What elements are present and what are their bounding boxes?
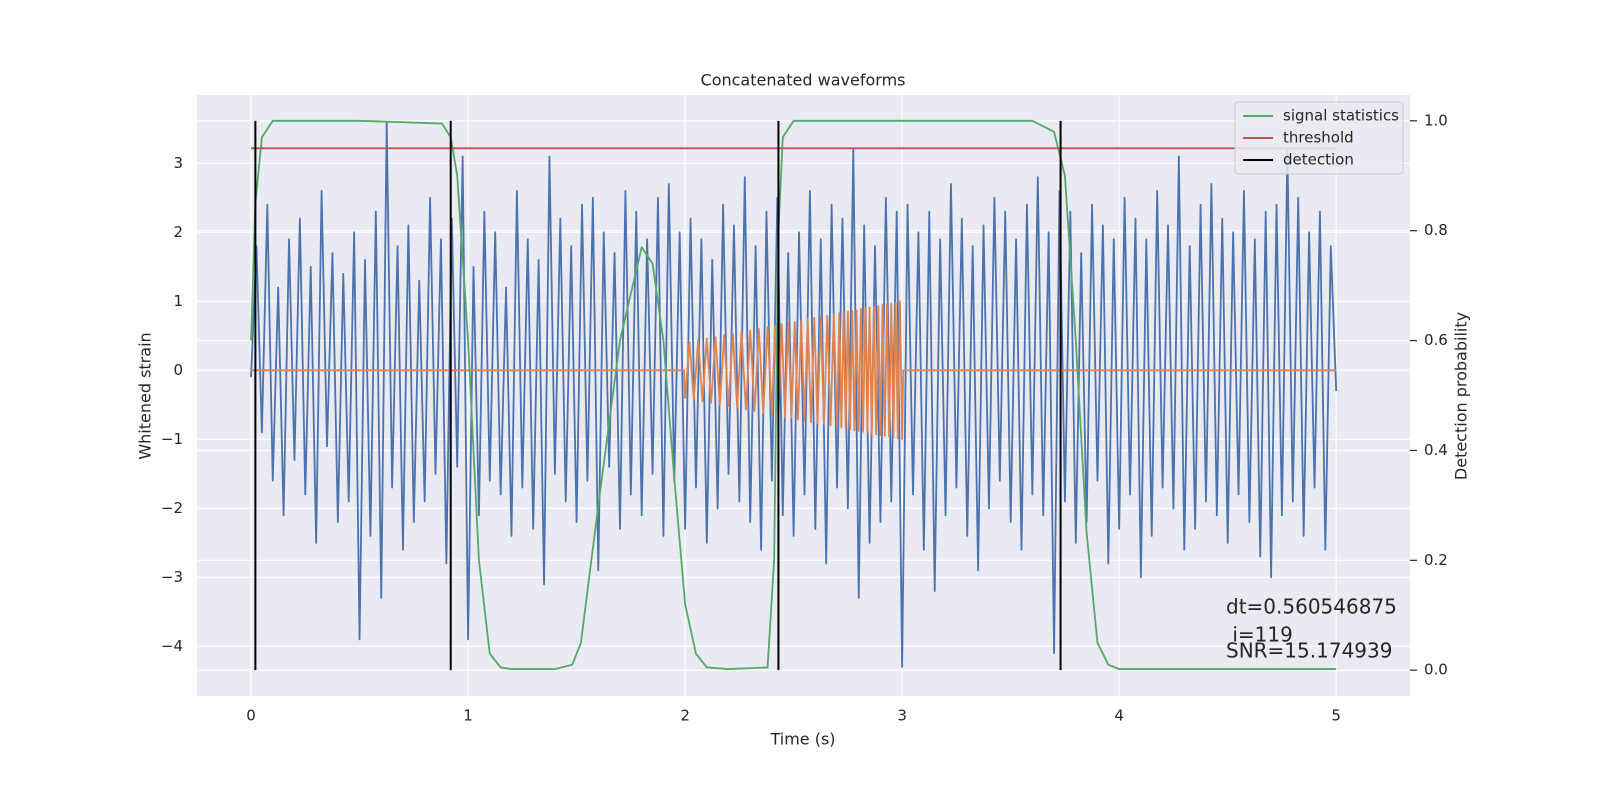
- x-tick-label: 4: [1114, 707, 1124, 725]
- y2-tick-label: 0.0: [1424, 661, 1448, 679]
- y-axis-label: Whitened strain: [136, 332, 155, 459]
- line-series: [250, 121, 1338, 668]
- y2-tick-label: 1.0: [1424, 111, 1448, 129]
- x-tick-label: 5: [1331, 707, 1341, 725]
- y-tick-label: 1: [173, 292, 183, 310]
- x-tick-label: 2: [680, 707, 690, 725]
- annotation: dt=0.560546875: [1226, 595, 1397, 619]
- y2-tick-label: 0.6: [1424, 331, 1448, 349]
- y2-axis-label: Detection probability: [1452, 312, 1471, 480]
- y-tick-label: −3: [161, 568, 183, 586]
- y-tick-label: 0: [173, 361, 183, 379]
- annotation: i=119: [1226, 623, 1293, 647]
- legend-label: signal statistics: [1283, 107, 1399, 125]
- line-series: [251, 300, 1337, 441]
- x-tick-label: 0: [246, 707, 256, 725]
- y-tick-label: −4: [161, 637, 183, 655]
- legend-label: detection: [1283, 151, 1354, 169]
- chart-title: Concatenated waveforms: [701, 71, 906, 90]
- y2-tick-label: 0.4: [1424, 441, 1448, 459]
- y-tick-label: −2: [161, 499, 183, 517]
- y-tick-label: 2: [173, 223, 183, 241]
- y-tick-label: 3: [173, 154, 183, 172]
- x-tick-label: 1: [463, 707, 473, 725]
- y2-tick-label: 0.8: [1424, 221, 1448, 239]
- annotation: SNR=15.174939: [1226, 639, 1392, 663]
- plot-marks: [250, 119, 1338, 671]
- legend-frame: [1234, 101, 1404, 175]
- legend-label: threshold: [1283, 129, 1354, 147]
- y2-tick-label: 0.2: [1424, 551, 1448, 569]
- y-tick-label: −1: [161, 430, 183, 448]
- line-series: [250, 119, 1337, 670]
- x-axis-label: Time (s): [769, 730, 835, 749]
- x-tick-label: 3: [897, 707, 907, 725]
